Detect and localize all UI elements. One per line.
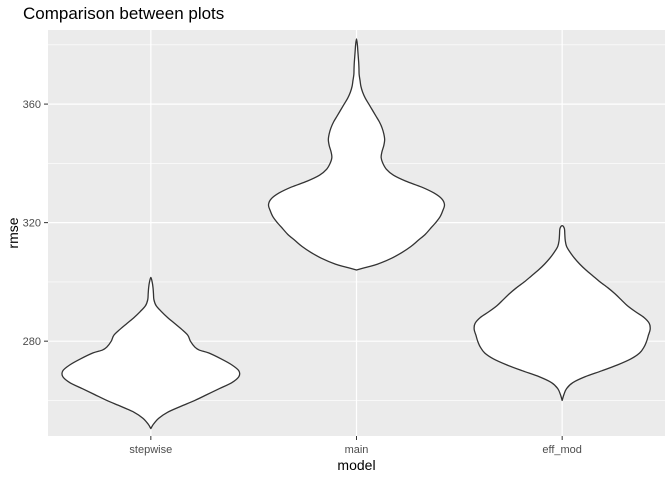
y-tick-label: 360 [23, 99, 41, 111]
violin-stepwise [61, 276, 241, 430]
y-axis-title: rmse [5, 217, 21, 248]
chart-title: Comparison between plots [23, 4, 225, 23]
x-tick-label-eff-mod: eff_mod [542, 444, 582, 456]
x-tick-label-main: main [345, 444, 369, 456]
violins [61, 38, 651, 430]
violin-main [267, 38, 446, 271]
x-tick-label-stepwise: stepwise [129, 444, 172, 456]
y-axis-ticks: 280 320 360 [23, 99, 48, 348]
x-axis-ticks: stepwise main eff_mod [129, 436, 582, 456]
violin-eff-mod [473, 224, 651, 402]
x-axis-title: model [337, 457, 375, 473]
y-tick-label: 320 [23, 218, 41, 230]
y-tick-label: 280 [23, 336, 41, 348]
